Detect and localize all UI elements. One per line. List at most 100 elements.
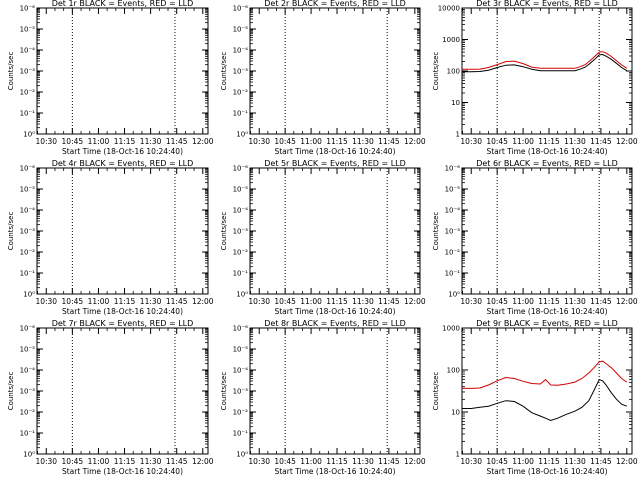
y-tick-label: 100 — [447, 68, 460, 76]
y-axis-label: Counts/sec — [7, 372, 15, 411]
x-tick-label: 11:15 — [114, 137, 136, 146]
y-tick-label: 10⁰ — [236, 131, 248, 139]
y-tick-label: 10⁻⁴ — [233, 207, 249, 215]
plot-frame — [249, 327, 421, 455]
chart-panel-2: Det 2r BLACK = Events, RED = LLD 10⁰ 10⁻¹ 1… — [220, 0, 426, 156]
chart-title: Det 5r BLACK = Events, RED = LLD — [264, 159, 406, 168]
x-tick-label: 10:30 — [248, 457, 270, 466]
y-tick-label: 10⁻¹ — [233, 270, 249, 278]
x-tick-label: 11:00 — [512, 457, 534, 466]
plot-frame — [36, 167, 209, 295]
plot-frame — [249, 7, 421, 135]
y-tick-label: 10⁻³ — [233, 68, 249, 76]
chart-panel-5: Det 5r BLACK = Events, RED = LLD 10⁰ 10⁻¹ 1… — [220, 159, 426, 316]
chart-title: Det 7r BLACK = Events, RED = LLD — [52, 319, 194, 328]
y-axis-label: Counts/sec — [432, 212, 440, 251]
x-tick-label: 11:15 — [326, 137, 348, 146]
y-tick-label: 10⁻⁶ — [445, 165, 461, 173]
x-tick-label: 10:45 — [486, 457, 508, 466]
y-tick-label: 10⁻² — [445, 249, 461, 257]
y-tick-label: 10⁻⁴ — [445, 207, 461, 215]
x-tick-label: 12:00 — [192, 137, 214, 146]
y-tick-label: 10⁻¹ — [20, 110, 36, 118]
series-line-lld — [462, 51, 628, 70]
y-tick-label: 10⁻³ — [233, 388, 249, 396]
x-tick-label: 10:45 — [62, 137, 84, 146]
x-tick-label: 11:30 — [352, 137, 374, 146]
y-tick-label: 10⁻⁵ — [233, 186, 249, 194]
y-tick-label: 10 — [451, 409, 460, 417]
chart-title: Det 2r BLACK = Events, RED = LLD — [264, 0, 406, 8]
x-tick-label: 11:30 — [564, 457, 586, 466]
x-axis-label: Start Time (18-Oct-16 10:24:40) — [274, 307, 395, 316]
y-tick-label: 10⁰ — [236, 291, 248, 299]
x-tick-label: 10:30 — [248, 137, 270, 146]
x-tick-label: 10:45 — [62, 457, 84, 466]
x-tick-label: 11:00 — [88, 297, 110, 306]
x-tick-label: 11:15 — [326, 297, 348, 306]
x-tick-label: 10:30 — [35, 137, 57, 146]
x-tick-label: 11:30 — [140, 137, 162, 146]
y-tick-label: 10⁻⁴ — [20, 207, 36, 215]
x-tick-label: 12:00 — [404, 137, 426, 146]
x-tick-label: 11:00 — [300, 457, 322, 466]
y-tick-label: 10⁻⁶ — [20, 325, 36, 333]
y-tick-label: 10⁻⁶ — [20, 165, 36, 173]
x-axis-label: Start Time (18-Oct-16 10:24:40) — [486, 467, 607, 476]
x-tick-label: 12:00 — [616, 457, 638, 466]
x-axis-label: Start Time (18-Oct-16 10:24:40) — [274, 467, 395, 476]
x-tick-label: 12:00 — [404, 297, 426, 306]
x-tick-label: 11:45 — [590, 297, 612, 306]
y-tick-label: 10⁻³ — [20, 228, 36, 236]
chart-title: Det 4r BLACK = Events, RED = LLD — [52, 159, 194, 168]
x-tick-label: 10:45 — [486, 137, 508, 146]
chart-panel-4: Det 4r BLACK = Events, RED = LLD 10⁰ 10⁻¹ 1… — [7, 159, 214, 316]
y-tick-label: 10⁻⁵ — [233, 346, 249, 354]
x-tick-label: 12:00 — [616, 137, 638, 146]
y-tick-label: 10⁻⁴ — [233, 47, 249, 55]
y-tick-label: 10⁻⁴ — [20, 367, 36, 375]
x-tick-label: 11:45 — [590, 137, 612, 146]
x-tick-label: 11:00 — [300, 137, 322, 146]
y-tick-label: 10⁻⁴ — [233, 367, 249, 375]
x-tick-label: 10:45 — [274, 457, 296, 466]
x-axis-label: Start Time (18-Oct-16 10:24:40) — [62, 147, 183, 156]
series-line-events — [462, 53, 628, 73]
y-tick-label: 10⁻⁵ — [20, 186, 36, 194]
plot-frame — [36, 327, 209, 455]
y-tick-label: 10⁰ — [23, 291, 35, 299]
x-tick-label: 10:45 — [62, 297, 84, 306]
chart-panel-6: Det 6r BLACK = Events, RED = LLD 10⁰ 10⁻¹ 1… — [432, 159, 638, 316]
y-axis-label: Counts/sec — [432, 372, 440, 411]
plot-frame — [461, 327, 633, 455]
y-tick-label: 1 — [456, 131, 460, 139]
x-tick-label: 11:00 — [88, 137, 110, 146]
x-tick-label: 12:00 — [192, 297, 214, 306]
x-tick-label: 11:45 — [590, 457, 612, 466]
x-tick-label: 11:30 — [352, 457, 374, 466]
y-tick-label: 10⁻¹ — [445, 270, 461, 278]
y-tick-label: 10⁻⁶ — [233, 325, 249, 333]
x-tick-label: 12:00 — [616, 297, 638, 306]
y-tick-label: 10⁻² — [20, 89, 36, 97]
x-tick-label: 11:45 — [378, 457, 400, 466]
y-tick-label: 10⁰ — [236, 451, 248, 459]
y-tick-label: 10⁻³ — [233, 228, 249, 236]
y-tick-label: 10 — [451, 99, 460, 107]
y-tick-label: 10000 — [438, 5, 460, 13]
y-axis-label: Counts/sec — [7, 52, 15, 91]
x-tick-label: 10:30 — [460, 457, 482, 466]
x-tick-label: 11:45 — [166, 457, 188, 466]
y-tick-label: 10⁰ — [448, 291, 460, 299]
x-tick-label: 11:15 — [114, 457, 136, 466]
x-tick-label: 11:45 — [378, 297, 400, 306]
chart-title: Det 3r BLACK = Events, RED = LLD — [476, 0, 618, 8]
x-tick-label: 10:45 — [274, 137, 296, 146]
y-tick-label: 10⁻⁵ — [20, 346, 36, 354]
y-tick-label: 10⁻¹ — [233, 430, 249, 438]
y-tick-label: 1000 — [442, 325, 460, 333]
y-axis-label: Counts/sec — [220, 52, 228, 91]
y-tick-label: 10⁻² — [20, 409, 36, 417]
y-tick-label: 10⁻¹ — [20, 270, 36, 278]
